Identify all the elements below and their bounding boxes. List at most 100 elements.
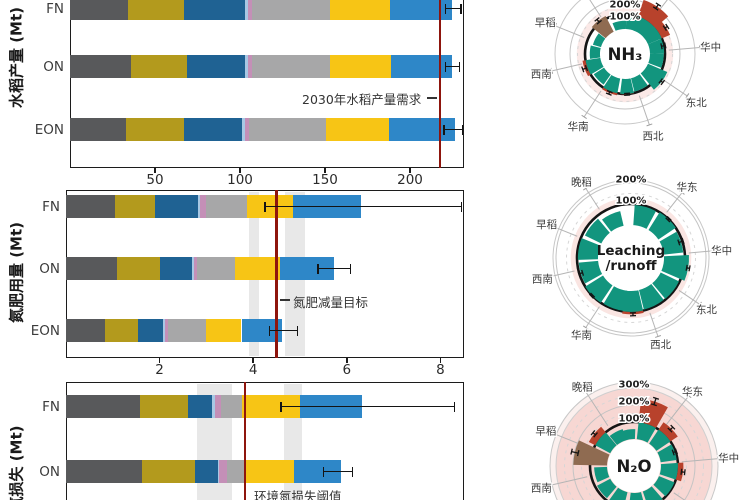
bar-segment-n-loss-FN-1: [139, 395, 188, 418]
refline-annotation-rice-yield: 2030年水稻产量需求: [302, 92, 422, 107]
x-tick-label-n-fertilizer-4: 4: [248, 362, 258, 378]
bar-segment-rice-yield-FN-3: [245, 0, 248, 20]
x-tick-label-n-fertilizer-6: 6: [342, 362, 352, 378]
bar-segment-rice-yield-EON-6: [325, 118, 389, 141]
bar-segment-n-fertilizer-EON-3: [163, 319, 165, 342]
bar-segment-n-fertilizer-FN-5: [206, 195, 247, 218]
bar-segment-rice-yield-ON-4: [247, 55, 252, 78]
error-cap-rice-yield-EON-1: [461, 124, 464, 135]
x-tick-label-rice-yield-200: 200: [397, 172, 423, 188]
x-tick-label-rice-yield-100: 100: [227, 172, 253, 188]
category-label-rice-yield-FN: FN: [46, 1, 64, 17]
x-tick-rice-yield-100: [239, 168, 241, 173]
bar-segment-rice-yield-FN-1: [127, 0, 184, 20]
bar-segment-n-fertilizer-EON-5: [167, 319, 207, 342]
refline-rice-yield: [438, 0, 441, 168]
bar-segment-n-fertilizer-ON-6: [235, 257, 281, 280]
bar-segment-n-fertilizer-FN-2: [154, 195, 198, 218]
bar-segment-rice-yield-ON-7: [391, 55, 453, 78]
category-label-n-loss-ON: ON: [39, 464, 60, 480]
bar-segment-n-loss-ON-7: [294, 460, 342, 483]
x-tick-label-rice-yield-150: 150: [312, 172, 338, 188]
x-tick-label-n-fertilizer-2: 2: [155, 362, 164, 378]
bar-segment-n-loss-ON-1: [141, 460, 195, 483]
bar-segment-n-fertilizer-ON-2: [159, 257, 193, 280]
bar-segment-n-fertilizer-ON-5: [196, 257, 236, 280]
bar-segment-rice-yield-ON-5: [251, 55, 331, 78]
bar-segment-rice-yield-EON-5: [249, 118, 326, 141]
bar-segment-n-fertilizer-EON-0: [66, 319, 106, 342]
error-bar-n-fertilizer-EON: [269, 329, 298, 332]
bar-segment-n-fertilizer-EON-6: [206, 319, 242, 342]
bar-segment-n-loss-ON-6: [244, 460, 295, 483]
error-cap-n-loss-FN-1: [453, 401, 456, 412]
error-bar-n-fertilizer-FN: [264, 205, 462, 208]
error-cap-rice-yield-ON-0: [444, 61, 447, 72]
y-axis-label-rice-yield: 水稻产量 (Mt): [7, 6, 26, 109]
x-tick-n-fertilizer-2: [158, 358, 161, 363]
bar-segment-rice-yield-FN-4: [247, 0, 252, 20]
bar-segment-rice-yield-EON-4: [245, 118, 250, 141]
error-cap-n-loss-ON-1: [351, 466, 354, 477]
bar-segment-n-fertilizer-EON-4: [164, 319, 168, 342]
bar-segment-rice-yield-EON-1: [126, 118, 184, 141]
error-bar-n-fertilizer-ON: [317, 267, 351, 270]
bar-segment-rice-yield-EON-3: [241, 118, 246, 141]
bar-segment-n-loss-FN-4: [214, 395, 222, 418]
bar-segment-n-loss-FN-6: [242, 395, 300, 418]
bar-segment-n-loss-FN-3: [212, 395, 215, 418]
bar-segment-rice-yield-FN-2: [183, 0, 246, 20]
error-cap-n-loss-FN-0: [280, 401, 283, 412]
x-tick-n-fertilizer-6: [346, 358, 348, 363]
bar-segment-n-fertilizer-EON-2: [138, 319, 164, 342]
y-axis-label-n-loss: 氮损失 (Mt): [7, 425, 26, 500]
error-bar-n-loss-FN: [281, 405, 455, 408]
bar-segment-rice-yield-FN-6: [330, 0, 390, 20]
error-cap-rice-yield-ON-1: [458, 61, 461, 72]
bar-segment-n-fertilizer-ON-1: [117, 257, 160, 280]
refline-n-loss: [243, 382, 246, 500]
bar-segment-n-fertilizer-ON-3: [192, 257, 194, 280]
x-tick-n-fertilizer-4: [252, 358, 254, 363]
category-label-n-fertilizer-ON: ON: [39, 261, 60, 277]
bar-segment-n-loss-FN-2: [187, 395, 213, 418]
bar-segment-rice-yield-EON-7: [388, 118, 456, 141]
y-axis-label-n-fertilizer: 氮肥用量 (Mt): [7, 221, 26, 324]
error-cap-n-fertilizer-EON-0: [268, 325, 271, 336]
error-cap-n-fertilizer-FN-1: [460, 201, 463, 212]
bar-segment-rice-yield-ON-0: [70, 55, 132, 78]
category-label-n-fertilizer-FN: FN: [42, 199, 60, 215]
bar-segment-rice-yield-FN-5: [251, 0, 331, 20]
error-bar-n-loss-ON: [323, 470, 353, 473]
category-label-rice-yield-EON: EON: [34, 122, 64, 138]
category-label-rice-yield-ON: ON: [43, 59, 64, 75]
x-tick-n-fertilizer-8: [439, 358, 442, 363]
error-bar-rice-yield-ON: [445, 65, 460, 68]
bar-segment-n-loss-FN-0: [66, 395, 140, 418]
x-tick-rice-yield-200: [409, 168, 411, 173]
bar-segment-rice-yield-ON-1: [131, 55, 188, 78]
bar-segment-n-loss-ON-5: [227, 460, 245, 483]
x-tick-label-rice-yield-50: 50: [146, 172, 164, 188]
bar-segment-n-fertilizer-ON-4: [193, 257, 197, 280]
bar-segment-n-loss-ON-0: [66, 460, 142, 483]
bar-segment-rice-yield-FN-0: [70, 0, 128, 20]
bar-segment-n-fertilizer-ON-0: [66, 257, 118, 280]
bar-segment-n-loss-FN-5: [221, 395, 243, 418]
bar-segment-n-fertilizer-FN-1: [115, 195, 155, 218]
bar-segment-n-fertilizer-FN-0: [66, 195, 116, 218]
refline-n-fertilizer: [275, 190, 278, 358]
x-tick-label-n-fertilizer-8: 8: [436, 362, 445, 378]
x-tick-rice-yield-50: [154, 168, 156, 173]
bar-segment-rice-yield-ON-3: [245, 55, 248, 78]
error-bar-rice-yield-EON: [444, 128, 463, 131]
bar-segment-n-fertilizer-FN-4: [200, 195, 207, 218]
bar-segment-n-fertilizer-FN-3: [197, 195, 201, 218]
refline-annotation-n-fertilizer: 氮肥减量目标: [293, 295, 369, 310]
error-cap-n-fertilizer-EON-1: [296, 325, 299, 336]
error-cap-rice-yield-FN-0: [444, 3, 447, 14]
bar-segment-n-loss-ON-4: [219, 460, 228, 483]
bar-segment-rice-yield-FN-7: [389, 0, 453, 20]
